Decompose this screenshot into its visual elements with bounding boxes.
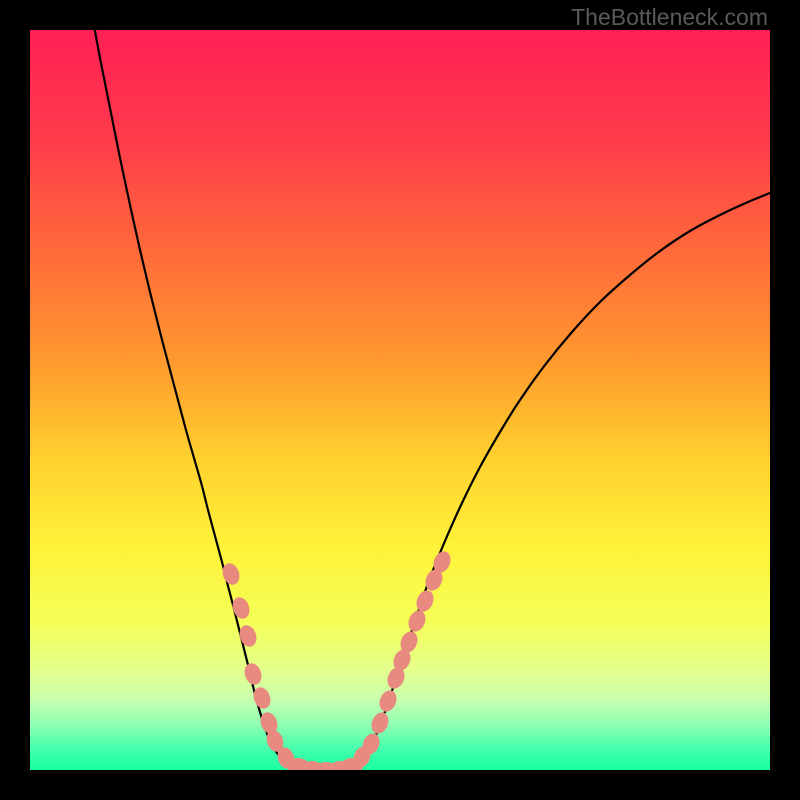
bottleneck-chart — [0, 0, 800, 800]
watermark-text: TheBottleneck.com — [571, 4, 768, 31]
chart-stage: TheBottleneck.com — [0, 0, 800, 800]
